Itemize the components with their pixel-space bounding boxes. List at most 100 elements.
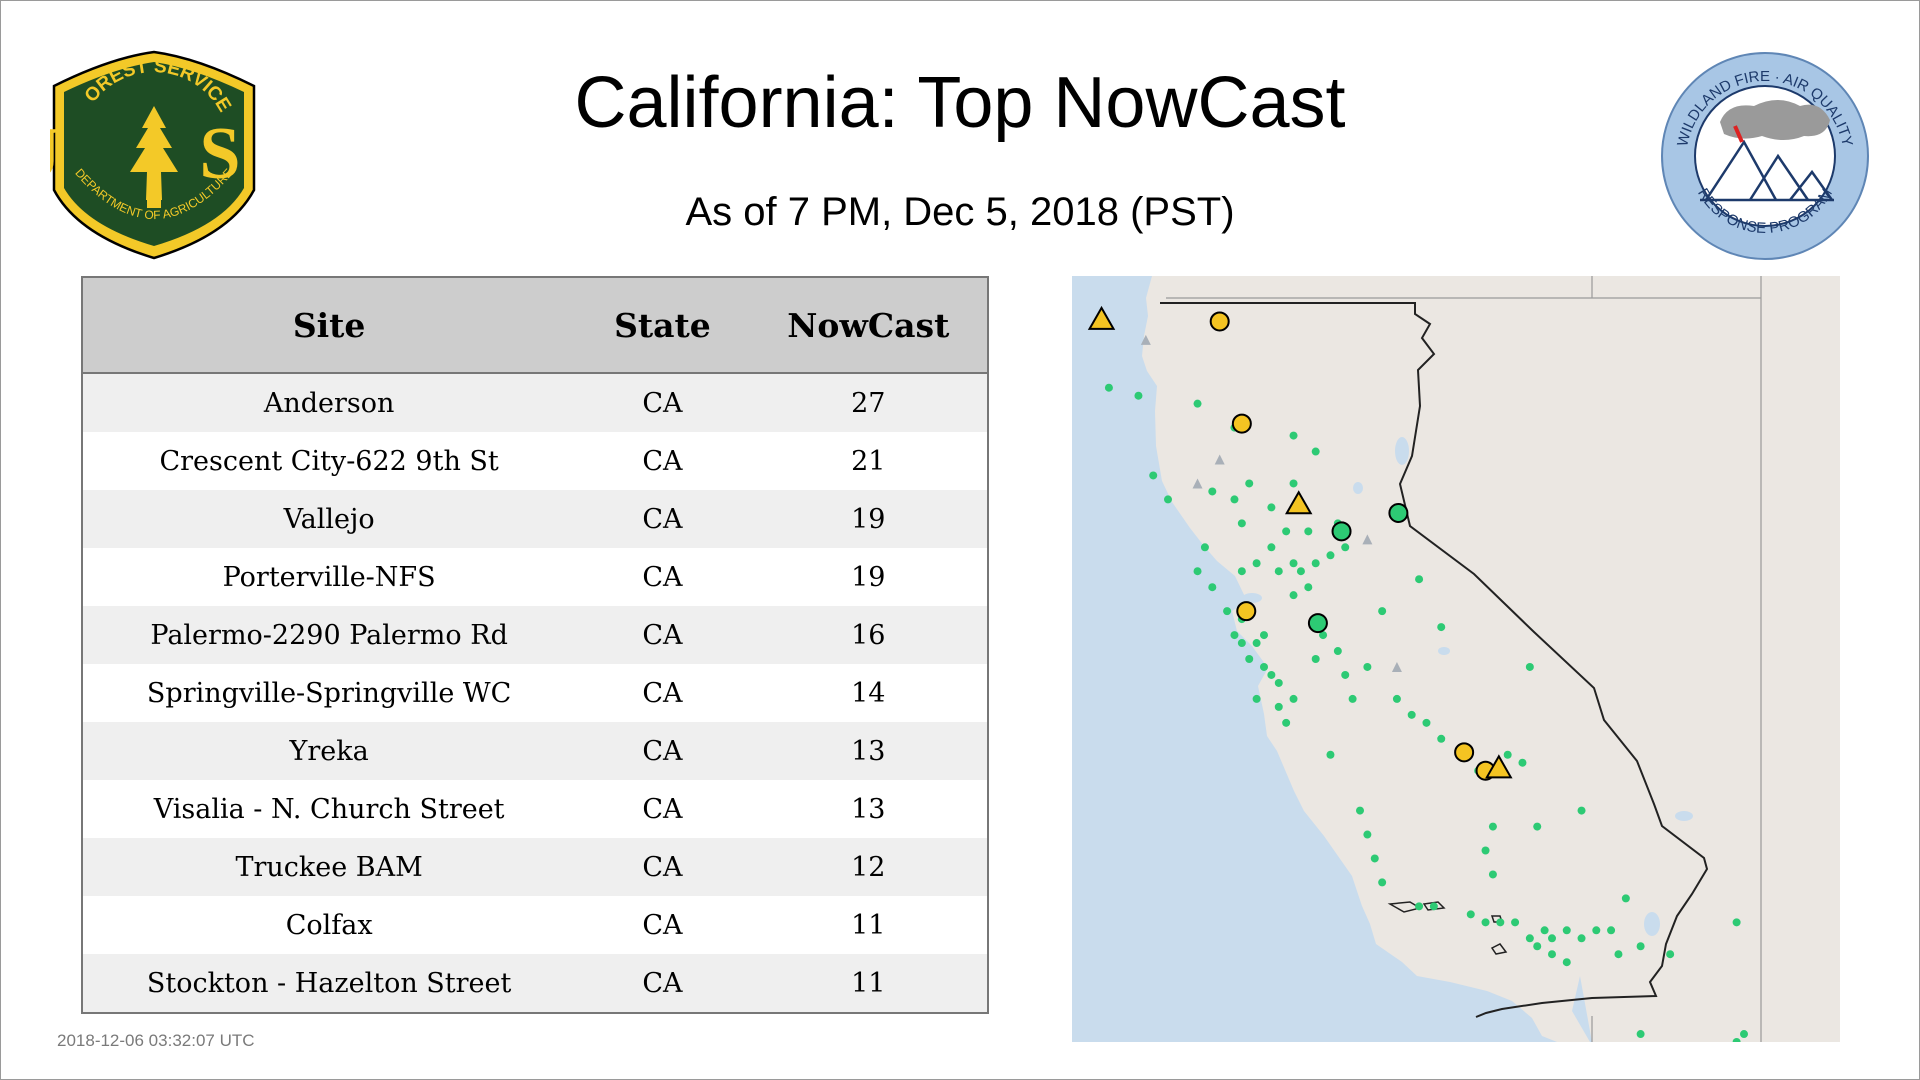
state-cell: CA: [575, 490, 750, 548]
site-marker-good: [1326, 551, 1335, 560]
site-marker-good: [1289, 559, 1298, 568]
site-marker-good: [1267, 670, 1276, 679]
top-site-marker: [1236, 601, 1257, 622]
california-border: [1160, 302, 1709, 1018]
site-marker-good: [1245, 479, 1254, 488]
site-marker-good: [1525, 934, 1534, 943]
site-cell: Anderson: [82, 373, 576, 432]
site-marker-good: [1237, 519, 1246, 528]
table-row: Colfax CA 11: [82, 896, 988, 954]
site-marker-good: [1533, 822, 1542, 831]
site-marker-good: [1193, 567, 1202, 576]
top-site-marker: [1087, 305, 1116, 330]
site-marker-good: [1289, 694, 1298, 703]
site-marker-good: [1252, 559, 1261, 568]
state-cell: CA: [575, 838, 750, 896]
site-marker-good: [1407, 710, 1416, 719]
table-header-row: Site State NowCast: [82, 277, 988, 374]
table-row: Yreka CA 13: [82, 722, 988, 780]
mountains-icon: [1700, 139, 1834, 202]
wildland-fire-air-quality-logo: WILDLAND FIRE · AIR QUALITY RESPONSE PRO…: [1661, 52, 1869, 260]
site-marker-good: [1740, 1030, 1748, 1039]
site-marker-good: [1548, 950, 1556, 959]
site-marker-good: [1200, 543, 1209, 552]
site-marker-good: [1363, 662, 1372, 671]
top-site-marker: [1454, 742, 1475, 763]
site-marker-good: [1223, 607, 1232, 616]
nowcast-cell: 13: [749, 722, 988, 780]
column-header-state: State: [575, 277, 750, 374]
site-marker-good: [1481, 846, 1490, 855]
state-cell: CA: [575, 954, 750, 1013]
site-marker-good: [1511, 918, 1520, 927]
site-cell: Truckee BAM: [82, 838, 576, 896]
top-site-marker: [1307, 613, 1328, 634]
site-marker-good: [1666, 950, 1675, 959]
state-cell: CA: [575, 722, 750, 780]
site-marker-good: [1392, 694, 1401, 703]
site-marker-good: [1348, 694, 1357, 703]
site-cell: Colfax: [82, 896, 576, 954]
nowcast-cell: 21: [749, 432, 988, 490]
nowcast-cell: 19: [749, 490, 988, 548]
state-borders: [1166, 276, 1762, 1042]
site-marker-good: [1164, 495, 1172, 504]
site-marker-good: [1614, 950, 1623, 959]
state-cell: CA: [575, 373, 750, 432]
site-marker-good: [1378, 607, 1387, 616]
state-cell: CA: [575, 432, 750, 490]
table-row: Anderson CA 27: [82, 373, 988, 432]
table-row: Vallejo CA 19: [82, 490, 988, 548]
site-marker-good: [1636, 1030, 1645, 1039]
site-marker-good: [1341, 670, 1350, 679]
table-row: Crescent City-622 9th St CA 21: [82, 432, 988, 490]
site-marker-good: [1237, 567, 1246, 576]
site-marker-good: [1562, 958, 1571, 967]
site-cell: Visalia - N. Church Street: [82, 780, 576, 838]
table-row: Visalia - N. Church Street CA 13: [82, 780, 988, 838]
top-site-marker: [1388, 502, 1409, 523]
page-title: California: Top NowCast: [574, 63, 1346, 143]
site-marker-good: [1415, 575, 1424, 584]
site-cell: Springville-Springville WC: [82, 664, 576, 722]
gray-site-marker: [1140, 334, 1151, 345]
table-row: Springville-Springville WC CA 14: [82, 664, 988, 722]
lakes: [1242, 437, 1693, 936]
timestamp: 2018-12-06 03:32:07 UTC: [57, 1031, 255, 1050]
site-marker-good: [1149, 471, 1158, 480]
site-marker-good: [1488, 870, 1497, 879]
site-cell: Vallejo: [82, 490, 576, 548]
site-marker-good: [1274, 678, 1283, 687]
site-marker-good: [1304, 583, 1313, 592]
nowcast-cell: 11: [749, 896, 988, 954]
site-marker-good: [1363, 830, 1372, 839]
site-cell: Palermo-2290 Palermo Rd: [82, 606, 576, 664]
site-marker-good: [1592, 926, 1601, 935]
table-row: Stockton - Hazelton Street CA 11: [82, 954, 988, 1013]
site-marker-good: [1488, 822, 1497, 831]
state-cell: CA: [575, 896, 750, 954]
column-header-site: Site: [82, 277, 576, 374]
site-marker-good: [1496, 918, 1505, 927]
site-marker-good: [1260, 662, 1268, 671]
site-marker-good: [1208, 583, 1217, 592]
nowcast-cell: 16: [749, 606, 988, 664]
site-marker-good: [1577, 806, 1586, 815]
table-row: Porterville-NFS CA 19: [82, 548, 988, 606]
nowcast-cell: 19: [749, 548, 988, 606]
top-site-marker: [1231, 413, 1252, 434]
site-marker-good: [1548, 934, 1556, 943]
nowcast-cell: 11: [749, 954, 988, 1013]
nowcast-cell: 12: [749, 838, 988, 896]
gray-site-marker: [1362, 534, 1373, 545]
site-marker-good: [1274, 702, 1283, 711]
site-marker-good: [1356, 806, 1364, 815]
site-marker-good: [1252, 639, 1261, 648]
site-marker-good: [1237, 639, 1246, 648]
nowcast-cell: 13: [749, 780, 988, 838]
site-marker-good: [1311, 447, 1320, 456]
site-cell: Porterville-NFS: [82, 548, 576, 606]
site-cell: Yreka: [82, 722, 576, 780]
site-marker-good: [1503, 750, 1512, 759]
nowcast-cell: 14: [749, 664, 988, 722]
